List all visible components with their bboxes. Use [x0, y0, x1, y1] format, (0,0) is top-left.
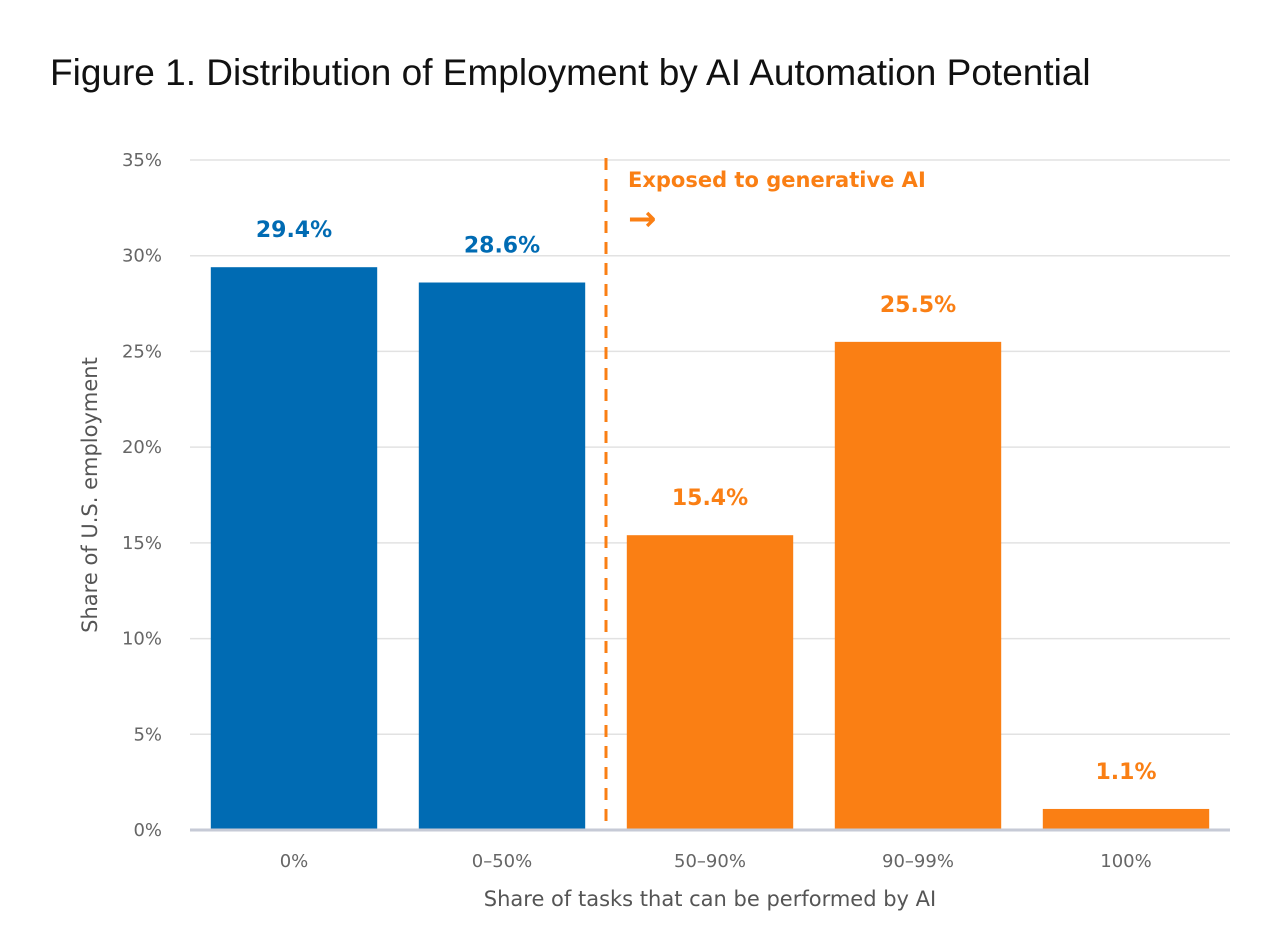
y-tick-label: 35%: [122, 150, 162, 171]
y-tick-label: 5%: [133, 724, 162, 745]
chart-title: Figure 1. Distribution of Employment by …: [50, 52, 1091, 93]
y-tick-label: 15%: [122, 533, 162, 554]
bar: [210, 267, 378, 830]
bar: [418, 282, 586, 830]
y-axis-ticks: 0% 5% 10% 15% 20% 25% 30% 35%: [122, 150, 162, 841]
x-tick-label: 0%: [280, 851, 309, 872]
x-tick-label: 100%: [1100, 851, 1151, 872]
x-axis-ticks: 0% 0–50% 50–90% 90–99% 100%: [190, 828, 1230, 872]
data-labels: 29.4% 28.6% 15.4% 25.5% 1.1%: [256, 218, 1157, 785]
bar: [626, 535, 794, 830]
y-tick-label: 30%: [122, 246, 162, 267]
bar: [1042, 808, 1210, 830]
x-tick-label: 50–90%: [674, 851, 746, 872]
x-tick-label: 90–99%: [882, 851, 954, 872]
exposure-label: Exposed to generative AI: [628, 168, 926, 192]
y-axis-title: Share of U.S. employment: [78, 357, 102, 633]
data-label: 28.6%: [464, 234, 540, 259]
bar: [834, 341, 1002, 830]
x-axis-title: Share of tasks that can be performed by …: [484, 887, 936, 911]
y-tick-label: 10%: [122, 629, 162, 650]
x-tick-label: 0–50%: [472, 851, 532, 872]
exposure-annotation: Exposed to generative AI →: [604, 158, 926, 822]
bars: [210, 267, 1210, 830]
data-label: 29.4%: [256, 218, 332, 243]
y-tick-label: 20%: [122, 437, 162, 458]
data-label: 25.5%: [880, 293, 956, 318]
y-tick-label: 0%: [133, 820, 162, 841]
arrow-right-icon: →: [628, 199, 657, 239]
data-label: 1.1%: [1095, 760, 1156, 785]
y-tick-label: 25%: [122, 341, 162, 362]
data-label: 15.4%: [672, 486, 748, 511]
